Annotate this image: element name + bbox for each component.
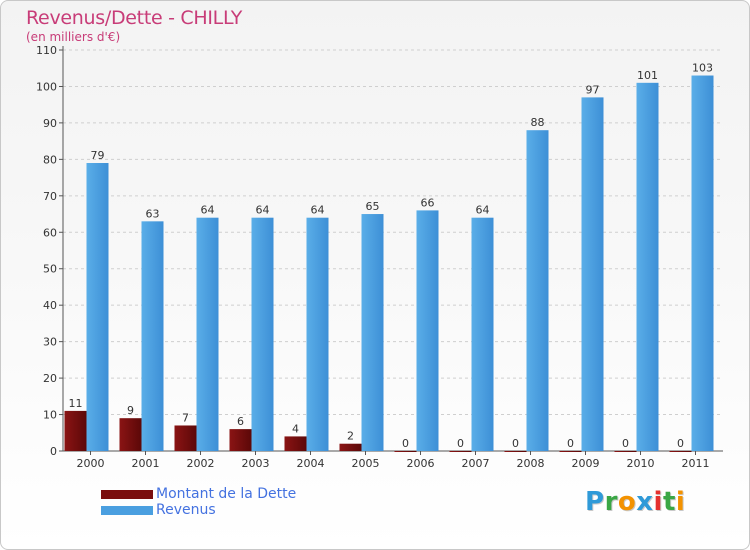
bar-dette: [669, 451, 692, 452]
x-tick-label: 2002: [187, 457, 215, 470]
y-tick-label: 80: [43, 153, 57, 166]
bar-revenus: [141, 221, 164, 451]
logo-letter: o: [617, 487, 637, 517]
bar-dette: [119, 418, 142, 451]
y-tick-label: 0: [50, 445, 57, 458]
data-label-dette: 2: [347, 430, 354, 443]
data-label-revenus: 64: [256, 204, 270, 217]
data-label-dette: 9: [127, 404, 134, 417]
y-tick-label: 50: [43, 263, 57, 276]
bar-dette: [559, 451, 582, 452]
logo-letter: t: [662, 487, 676, 517]
x-tick-label: 2001: [132, 457, 160, 470]
legend-label-dette: Montant de la Dette: [156, 486, 297, 502]
data-label-dette: 0: [677, 437, 684, 450]
bar-revenus: [86, 163, 109, 451]
bar-dette: [174, 425, 197, 451]
data-label-revenus: 101: [637, 69, 658, 82]
x-tick-label: 2007: [462, 457, 490, 470]
y-tick-label: 90: [43, 117, 57, 130]
y-tick-label: 20: [43, 372, 57, 385]
x-tick-label: 2004: [297, 457, 325, 470]
bar-dette: [449, 451, 472, 452]
bar-revenus: [581, 97, 604, 452]
chart-subtitle: (en milliers d'€): [26, 30, 121, 44]
x-tick-label: 2003: [242, 457, 270, 470]
bar-revenus: [691, 75, 714, 451]
legend-label-revenus: Revenus: [156, 502, 216, 518]
bar-revenus: [416, 210, 439, 451]
logo-letter: r: [604, 487, 618, 517]
logo-letter: i: [675, 487, 686, 517]
data-label-dette: 11: [69, 397, 83, 410]
data-label-revenus: 63: [146, 207, 160, 220]
y-tick-label: 10: [43, 409, 57, 422]
data-label-dette: 0: [402, 437, 409, 450]
data-label-revenus: 64: [311, 204, 325, 217]
data-label-revenus: 66: [421, 196, 435, 209]
bar-revenus: [306, 217, 329, 451]
data-label-revenus: 64: [476, 204, 490, 217]
x-tick-label: 2005: [352, 457, 380, 470]
y-tick-label: 40: [43, 299, 57, 312]
bar-dette: [504, 451, 527, 452]
data-label-revenus: 97: [586, 83, 600, 96]
y-tick-label: 100: [36, 80, 57, 93]
data-label-revenus: 64: [201, 204, 215, 217]
proxiti-logo: Proxiti: [585, 487, 685, 517]
y-tick-label: 30: [43, 336, 57, 349]
bar-dette: [64, 410, 87, 451]
bar-dette: [229, 429, 252, 451]
bar-revenus: [636, 82, 659, 452]
data-label-dette: 7: [182, 411, 189, 424]
data-label-dette: 0: [622, 437, 629, 450]
bar-revenus: [251, 217, 274, 451]
x-tick-label: 2006: [407, 457, 435, 470]
x-tick-label: 2008: [517, 457, 545, 470]
y-tick-label: 60: [43, 226, 57, 239]
x-tick-label: 2010: [627, 457, 655, 470]
data-label-dette: 4: [292, 422, 299, 435]
data-label-dette: 6: [237, 415, 244, 428]
logo-letter: P: [585, 487, 605, 517]
bar-revenus: [196, 217, 219, 451]
legend-swatch-dette: [101, 490, 153, 499]
bar-dette: [339, 443, 362, 451]
chart-title: Revenus/Dette - CHILLY: [26, 7, 243, 29]
data-label-dette: 0: [567, 437, 574, 450]
data-label-revenus: 65: [366, 200, 380, 213]
bar-dette: [394, 451, 417, 452]
bar-revenus: [471, 217, 494, 451]
data-label-revenus: 79: [91, 149, 105, 162]
legend-swatch-revenus: [101, 506, 153, 515]
x-tick-label: 2009: [572, 457, 600, 470]
bar-revenus: [361, 214, 384, 451]
bar-dette: [284, 436, 307, 451]
data-label-revenus: 103: [692, 62, 713, 75]
data-label-revenus: 88: [531, 116, 545, 129]
bar-dette: [614, 451, 637, 452]
logo-letter: i: [653, 487, 663, 517]
y-tick-label: 70: [43, 190, 57, 203]
x-tick-label: 2011: [682, 457, 710, 470]
y-tick-label: 110: [36, 44, 57, 57]
x-tick-label: 2000: [77, 457, 105, 470]
logo-letter: x: [636, 487, 654, 517]
bar-revenus: [526, 130, 549, 451]
data-label-dette: 0: [512, 437, 519, 450]
data-label-dette: 0: [457, 437, 464, 450]
